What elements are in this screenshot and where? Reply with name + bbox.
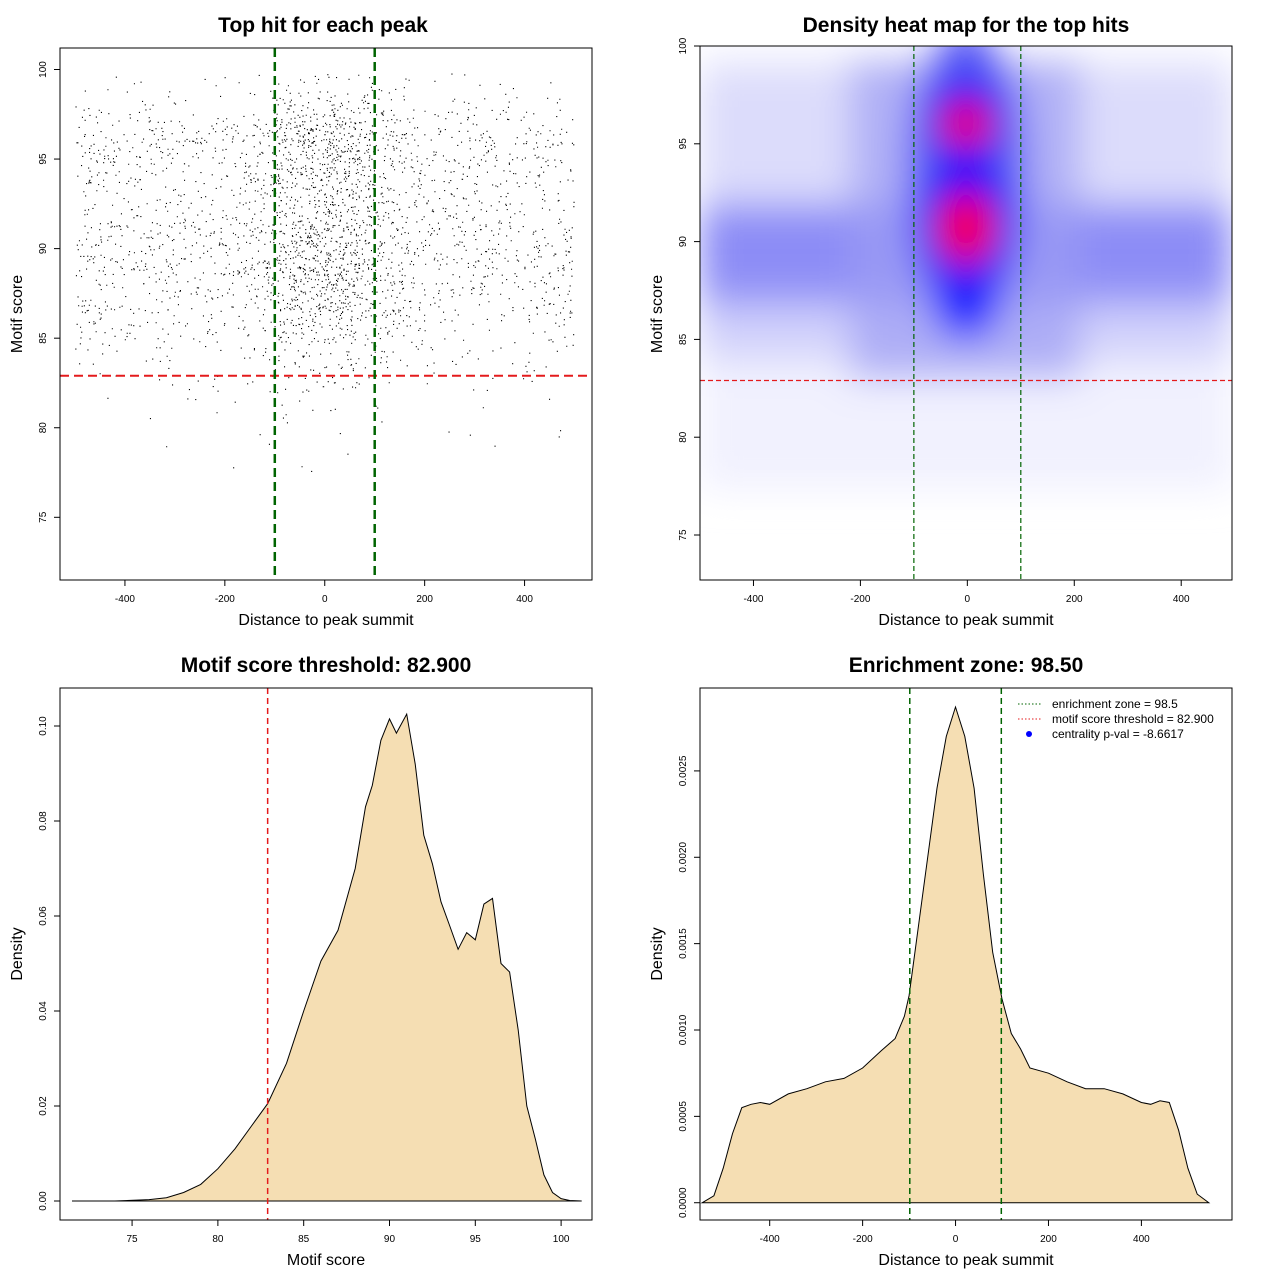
panel-score-density: Motif score threshold: 82.900 75 80 85 90 95… (9, 654, 593, 1269)
x-axis-label: Distance to peak summit (238, 612, 414, 629)
x-tick-label: -200 (215, 594, 235, 605)
reference-lines (909, 688, 1003, 1220)
y-tick-label: 85 (38, 332, 49, 344)
density-area (700, 688, 1211, 1220)
legend-entry: motif score threshold = 82.900 (1052, 712, 1214, 726)
y-tick-label: 100 (38, 61, 49, 78)
x-axis: 75 80 85 90 95 100 (127, 1220, 570, 1245)
density-area (72, 688, 582, 1220)
y-tick-label: 0.0015 (678, 928, 689, 959)
y-tick-label: 80 (38, 422, 49, 434)
x-tick-label: 200 (1066, 594, 1083, 605)
y-tick-label: 90 (38, 243, 49, 255)
y-tick-label: 0.08 (38, 811, 49, 831)
y-tick-label: 0.02 (38, 1096, 49, 1116)
panel-scatter: Top hit for each peak -400 -200 0 200 400 75… (9, 14, 593, 629)
chart-title: Density heat map for the top hits (803, 14, 1130, 37)
plot-frame (699, 687, 1233, 1221)
x-tick-label: 75 (127, 1234, 139, 1245)
plot-frame (59, 687, 593, 1221)
x-tick-label: -400 (760, 1234, 780, 1245)
panel-heatmap: Density heat map for the top hits -400 -2… (649, 14, 1233, 629)
x-tick-label: 95 (470, 1234, 482, 1245)
x-tick-label: 200 (1040, 1234, 1057, 1245)
x-tick-label: 200 (416, 594, 433, 605)
y-axis-label: Motif score (9, 275, 26, 353)
y-tick-label: 90 (678, 236, 689, 248)
x-axis: -400 -200 0 200 400 (760, 1220, 1150, 1245)
y-tick-label: 0.0025 (678, 755, 689, 786)
x-tick-label: 0 (322, 594, 328, 605)
y-tick-label: 0.0005 (678, 1101, 689, 1132)
y-tick-label: 75 (38, 511, 49, 523)
y-axis: 75 80 85 90 95 100 (678, 37, 700, 541)
scatter-points (75, 73, 575, 472)
legend-swatch (1026, 731, 1032, 737)
panel-enrichment-density: Enrichment zone: 98.50 -400 -200 0 200 400 0… (649, 654, 1233, 1269)
x-tick-label: 80 (212, 1234, 224, 1245)
x-tick-label: -400 (743, 594, 763, 605)
heatmap-area (700, 46, 1232, 580)
y-tick-label: 0.06 (38, 906, 49, 926)
y-axis-label: Density (649, 927, 666, 980)
x-tick-label: 0 (953, 1234, 959, 1245)
x-axis-label: Motif score (287, 1252, 365, 1269)
y-tick-label: 95 (678, 138, 689, 150)
legend-entry: centrality p-val = -8.6617 (1052, 727, 1184, 741)
x-axis-label: Distance to peak summit (878, 1252, 1054, 1269)
chart-title: Motif score threshold: 82.900 (181, 654, 472, 677)
y-axis: 0.00 0.02 0.04 0.06 0.08 0.10 (38, 716, 60, 1211)
y-axis: 75 80 85 90 95 100 (38, 61, 60, 523)
x-tick-label: -400 (115, 594, 135, 605)
y-tick-label: 0.0010 (678, 1014, 689, 1045)
y-tick-label: 0.04 (38, 1001, 49, 1021)
x-tick-label: 400 (1173, 594, 1190, 605)
reference-lines (60, 48, 592, 580)
density-curve (700, 705, 1211, 1204)
x-tick-label: -200 (850, 594, 870, 605)
chart-title: Top hit for each peak (218, 14, 428, 37)
x-tick-label: 0 (965, 594, 971, 605)
y-tick-label: 0.00 (38, 1191, 49, 1211)
y-axis: 0.0000 0.0005 0.0010 0.0015 0.0020 0.0025 (678, 755, 700, 1218)
y-tick-label: 0.0000 (678, 1187, 689, 1218)
x-tick-label: 400 (516, 594, 533, 605)
y-tick-label: 100 (678, 37, 689, 54)
x-axis-label: Distance to peak summit (878, 612, 1054, 629)
y-axis-label: Density (9, 927, 26, 980)
heatmap-density (700, 46, 1232, 490)
x-axis: -400 -200 0 200 400 (743, 580, 1190, 605)
reference-lines (700, 46, 1232, 580)
y-axis-label: Motif score (649, 275, 666, 353)
density-curve (72, 712, 582, 1202)
x-axis: -400 -200 0 200 400 (115, 580, 533, 605)
plot-frame (699, 45, 1233, 581)
x-tick-label: 90 (384, 1234, 396, 1245)
y-tick-label: 0.10 (38, 716, 49, 736)
y-tick-label: 0.0020 (678, 842, 689, 873)
y-tick-label: 80 (678, 431, 689, 443)
y-tick-label: 95 (38, 153, 49, 165)
y-tick-label: 75 (678, 529, 689, 541)
scatter-point-cloud (75, 73, 575, 472)
x-tick-label: 85 (298, 1234, 310, 1245)
legend: enrichment zone = 98.5 motif score thres… (1018, 697, 1214, 741)
chart-title: Enrichment zone: 98.50 (849, 654, 1084, 677)
x-tick-label: -200 (853, 1234, 873, 1245)
x-tick-label: 100 (553, 1234, 570, 1245)
legend-entry: enrichment zone = 98.5 (1052, 697, 1178, 711)
y-tick-label: 85 (678, 333, 689, 345)
plot-frame (59, 47, 593, 581)
x-tick-label: 400 (1133, 1234, 1150, 1245)
